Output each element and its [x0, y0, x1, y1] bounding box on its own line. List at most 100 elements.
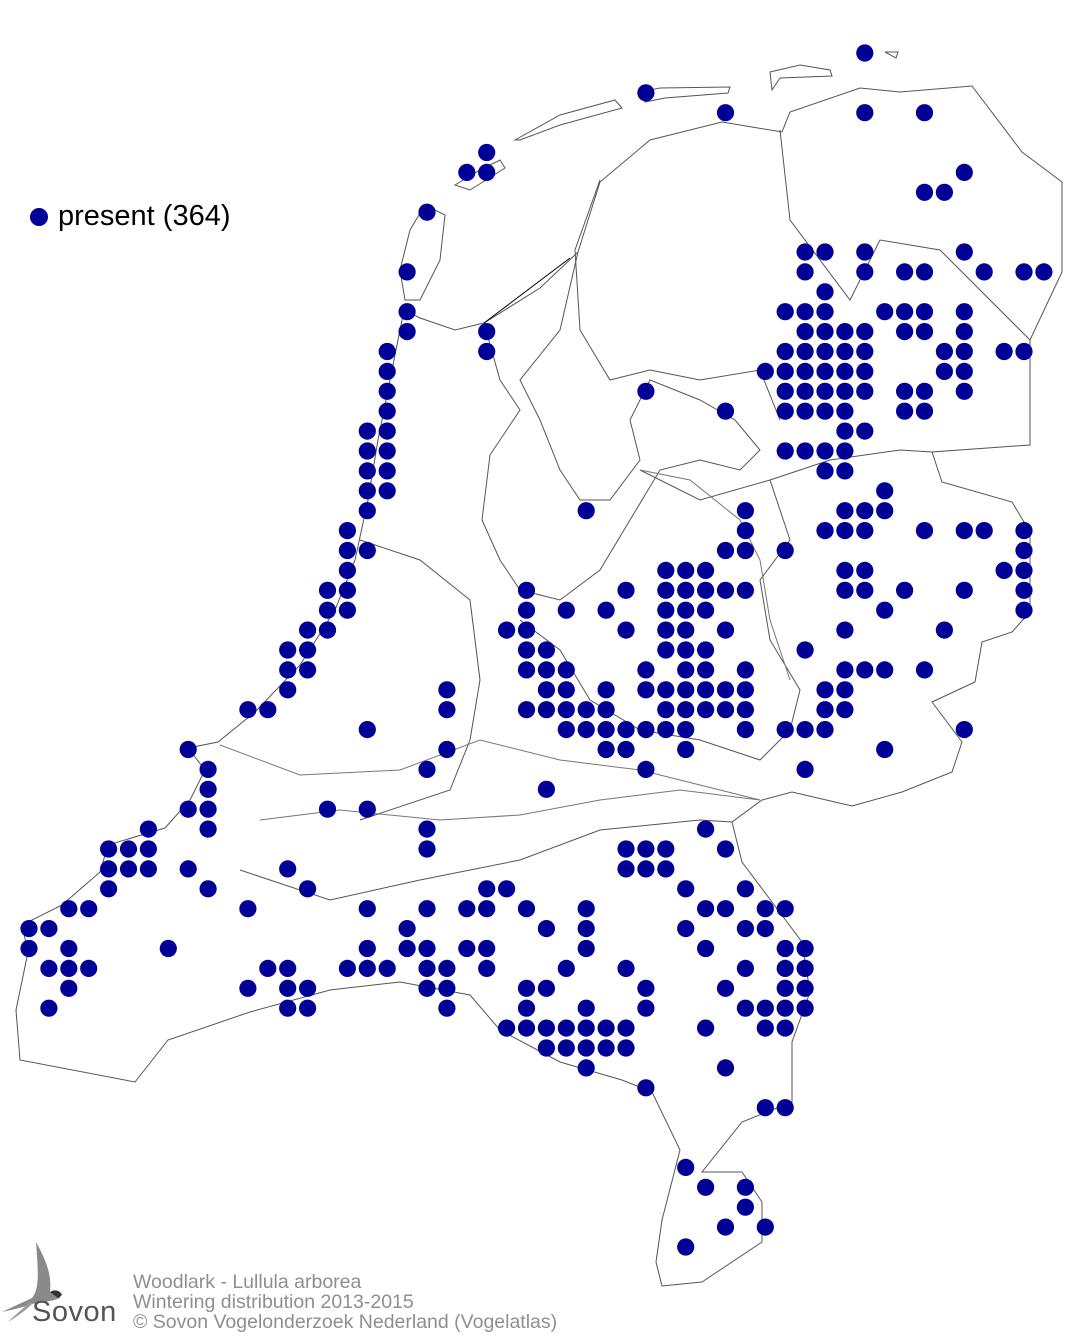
presence-dot: [358, 422, 376, 440]
presence-dot: [736, 999, 755, 1017]
presence-dot: [915, 661, 934, 679]
presence-dot: [617, 721, 635, 739]
presence-dot: [1015, 601, 1033, 619]
presence-dot: [458, 163, 476, 181]
presence-dot: [776, 939, 794, 958]
presence-dot: [378, 462, 396, 480]
presence-dot: [836, 362, 854, 380]
presence-dot: [478, 959, 496, 978]
presence-dot: [796, 760, 814, 779]
presence-dot: [677, 1158, 695, 1176]
presence-dot: [279, 641, 297, 659]
presence-dot: [279, 959, 297, 978]
presence-dot: [716, 541, 735, 560]
presence-dot: [657, 621, 675, 639]
presence-dot: [856, 263, 874, 281]
presence-dot: [617, 621, 635, 639]
presence-dot: [836, 442, 854, 460]
presence-dot: [657, 860, 675, 878]
presence-dot: [637, 840, 655, 858]
presence-dot: [697, 1178, 715, 1196]
caption-species: Woodlark - Lullula arborea: [133, 1271, 362, 1293]
presence-dot: [657, 840, 675, 858]
presence-dot: [716, 701, 735, 719]
presence-dot: [597, 1019, 615, 1037]
presence-dot: [697, 1019, 715, 1037]
ijsselmeer-shore: [481, 251, 761, 601]
presence-dot: [796, 382, 814, 400]
presence-dot: [537, 701, 556, 719]
presence-dot: [299, 661, 317, 679]
presence-dot: [398, 939, 416, 958]
presence-dot: [935, 183, 954, 201]
presence-dot: [657, 641, 675, 659]
presence-dot: [955, 721, 973, 739]
presence-dot: [816, 342, 834, 361]
presence-dot: [637, 1079, 655, 1097]
presence-dot: [756, 999, 774, 1017]
presence-dot: [816, 701, 834, 719]
presence-dot: [856, 502, 874, 520]
presence-dot: [119, 840, 138, 858]
presence-dot: [716, 900, 735, 918]
presence-dot: [577, 999, 595, 1017]
presence-dot: [239, 900, 257, 918]
presence-dot: [179, 860, 197, 878]
presence-dot: [975, 263, 993, 281]
presence-dot: [358, 462, 376, 480]
presence-dot: [60, 959, 78, 978]
presence-dot: [915, 402, 934, 420]
presence-dot: [637, 979, 655, 997]
presence-dot: [418, 760, 436, 779]
presence-dot: [139, 840, 157, 858]
presence-dot: [955, 342, 973, 361]
presence-dot: [358, 442, 376, 460]
presence-dot: [318, 621, 337, 639]
presence-dot: [776, 442, 794, 460]
presence-dot: [677, 581, 695, 599]
presence-dot: [716, 621, 735, 639]
presence-dot: [498, 1019, 516, 1037]
presence-dot: [318, 581, 337, 599]
presence-dot: [736, 701, 755, 719]
presence-dot: [955, 522, 973, 540]
presence-dot: [995, 342, 1013, 361]
presence-dot: [537, 1019, 556, 1037]
presence-dot: [816, 303, 834, 321]
presence-dot: [557, 681, 575, 699]
presence-dot: [856, 243, 874, 261]
presence-dot: [657, 721, 675, 739]
presence-dot: [736, 880, 755, 898]
presence-dot: [856, 522, 874, 540]
presence-dot: [378, 422, 396, 440]
presence-dot: [338, 541, 356, 560]
presence-dot: [338, 959, 356, 978]
presence-dot: [935, 621, 954, 639]
presence-dot: [836, 522, 854, 540]
presence-dot: [358, 939, 376, 958]
presence-dot: [478, 163, 496, 181]
presence-dot: [577, 1039, 595, 1057]
presence-dot: [418, 203, 436, 221]
presence-dot: [856, 561, 874, 580]
presence-dot: [697, 939, 715, 958]
province-border: [574, 179, 781, 421]
presence-dot: [537, 920, 556, 938]
presence-dot: [139, 860, 157, 878]
presence-dot: [637, 84, 655, 102]
presence-dot: [597, 601, 615, 619]
presence-dot: [577, 1019, 595, 1037]
presence-dot: [677, 561, 695, 580]
presence-dot: [100, 860, 118, 878]
presence-dot: [617, 581, 635, 599]
legend-label: present (364): [58, 200, 231, 232]
presence-dot: [617, 740, 635, 759]
presence-dot: [716, 581, 735, 599]
presence-dot: [378, 959, 396, 978]
presence-dot: [776, 900, 794, 918]
presence-dot: [418, 959, 436, 978]
presence-dot: [279, 860, 297, 878]
presence-dot: [60, 900, 78, 918]
presence-dot: [876, 502, 894, 520]
presence-dot: [259, 959, 277, 978]
